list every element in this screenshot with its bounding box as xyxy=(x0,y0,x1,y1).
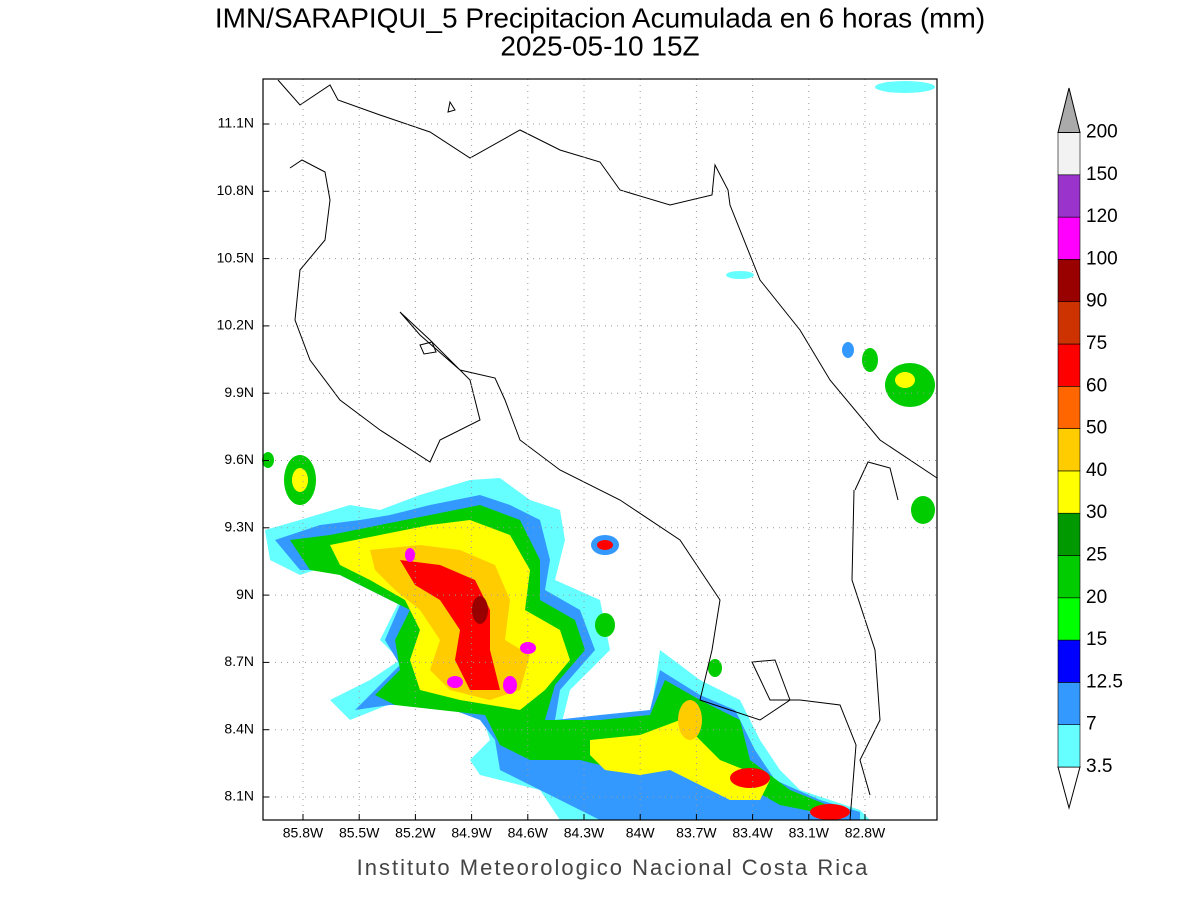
map-axes: 85.8W 85.5W 85.2W 84.9W 84.6W 84.3W 84W 83.7W 83… xyxy=(217,79,937,841)
colorbar-box xyxy=(1057,132,1081,176)
lat-tick-label: 9.3N xyxy=(224,519,254,535)
colorbar-box xyxy=(1057,301,1081,345)
colorbar-box xyxy=(1057,682,1081,726)
lon-tick-label: 85.5W xyxy=(339,825,380,841)
lat-tick-label: 9N xyxy=(236,586,254,602)
colorbar-label: 60 xyxy=(1086,375,1107,396)
colorbar-label: 12.5 xyxy=(1086,671,1123,692)
lon-tick-label: 85.2W xyxy=(395,825,436,841)
colorbar-box xyxy=(1057,174,1081,218)
colorbar: 3.5 7 12.5 15 20 25 30 40 50 60 75 90 100 120 150 200 xyxy=(1057,87,1123,810)
lat-tick-label: 9.9N xyxy=(224,384,254,400)
colorbar-label: 20 xyxy=(1086,587,1107,608)
lat-tick-label: 8.7N xyxy=(224,653,254,669)
colorbar-box xyxy=(1057,724,1081,768)
coastline xyxy=(277,79,938,821)
colorbar-label: 25 xyxy=(1086,545,1107,566)
colorbar-label: 75 xyxy=(1086,333,1107,354)
colorbar-label: 150 xyxy=(1086,164,1118,185)
lat-tick-label: 10.8N xyxy=(217,182,254,198)
colorbar-box xyxy=(1057,639,1081,683)
lat-tick-label: 9.6N xyxy=(224,451,254,467)
footer: Instituto Meteorologico Nacional Costa R… xyxy=(357,855,870,880)
map-frame xyxy=(262,78,938,821)
colorbar-label: 120 xyxy=(1086,206,1118,227)
lon-tick-label: 84.9W xyxy=(451,825,492,841)
colorbar-label: 3.5 xyxy=(1086,756,1112,777)
colorbar-label: 50 xyxy=(1086,418,1107,439)
lon-tick-label: 85.8W xyxy=(283,825,324,841)
colorbar-label: 100 xyxy=(1086,248,1118,269)
lat-tick-label: 10.2N xyxy=(217,317,254,333)
lon-tick-label: 84.6W xyxy=(508,825,549,841)
lat-tick-label: 10.5N xyxy=(217,249,254,265)
lon-tick-label: 83.1W xyxy=(789,825,830,841)
colorbar-label: 200 xyxy=(1086,122,1118,143)
colorbar-label: 15 xyxy=(1086,629,1107,650)
lon-tick-label: 83.4W xyxy=(732,825,773,841)
lon-tick-label: 84.3W xyxy=(564,825,605,841)
lat-tick-label: 11.1N xyxy=(218,115,254,131)
lat-tick-label: 8.1N xyxy=(224,788,254,804)
colorbar-max-arrow xyxy=(1057,87,1081,133)
precipitation-field xyxy=(262,81,935,820)
colorbar-box xyxy=(1057,259,1081,302)
colorbar-box xyxy=(1057,428,1081,472)
subtitle: 2025-05-10 15Z xyxy=(500,30,699,61)
colorbar-box xyxy=(1057,512,1081,556)
colorbar-box xyxy=(1057,216,1081,260)
colorbar-box xyxy=(1057,597,1081,641)
title: IMN/SARAPIQUI_5 Precipitacion Acumulada … xyxy=(215,2,985,33)
lat-tick-label: 8.4N xyxy=(224,720,254,736)
lon-tick-label: 83.7W xyxy=(676,825,717,841)
lon-tick-label: 82.8W xyxy=(845,825,886,841)
colorbar-label: 7 xyxy=(1086,714,1097,735)
lon-tick-label: 84W xyxy=(626,825,656,841)
colorbar-box xyxy=(1057,470,1081,514)
colorbar-label: 90 xyxy=(1086,291,1107,312)
colorbar-box xyxy=(1057,343,1081,387)
colorbar-label: 40 xyxy=(1086,460,1107,481)
colorbar-label: 30 xyxy=(1086,502,1107,523)
colorbar-box xyxy=(1057,385,1081,429)
colorbar-box xyxy=(1057,555,1081,599)
colorbar-min-arrow xyxy=(1057,766,1081,810)
